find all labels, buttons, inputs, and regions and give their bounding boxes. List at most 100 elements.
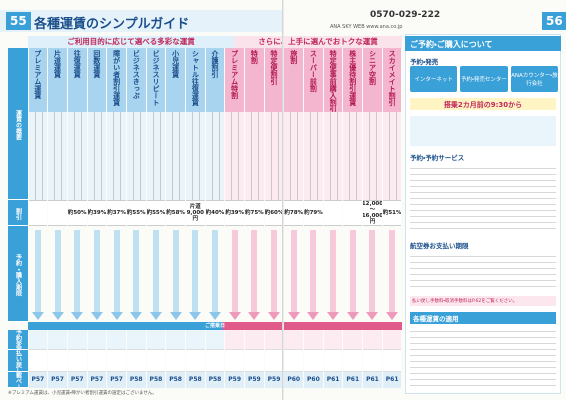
page-ref: P58 xyxy=(146,372,166,388)
highlight: 搭乗2カ月前の9:30から xyxy=(410,98,556,110)
row-label: 払い戻し xyxy=(8,350,28,372)
row-label: 予約変更 xyxy=(8,330,28,350)
discount: 約58% xyxy=(166,200,185,226)
row-label: 予約・購入期限 xyxy=(8,226,28,322)
condition-cell xyxy=(205,330,225,350)
condition-cell xyxy=(245,350,264,372)
page-ref: P58 xyxy=(205,372,225,388)
arrow-shaft xyxy=(34,230,41,314)
condition-cell xyxy=(205,350,225,372)
arrow-head xyxy=(386,312,399,320)
condition-cell xyxy=(343,350,363,372)
discount: 約75% xyxy=(245,200,264,226)
overview-cell xyxy=(166,112,185,200)
overview-cell xyxy=(225,112,244,200)
condition-cell xyxy=(382,330,402,350)
overview-cell xyxy=(28,112,48,200)
fare-name: 介護割引 xyxy=(205,48,225,112)
overview-cell xyxy=(185,112,205,200)
condition-cell xyxy=(67,330,87,350)
overview-cell xyxy=(146,112,166,200)
condition-cell xyxy=(185,350,205,372)
page-fold xyxy=(282,0,284,400)
page-ref: P60 xyxy=(304,372,323,388)
fare-name: スカイメイト割引 xyxy=(382,48,402,112)
fare-name: ビジネスリピート xyxy=(146,48,166,112)
section-heading: 各種運賃の適用 xyxy=(410,312,556,324)
overview-cell xyxy=(48,112,67,200)
page-number: 55 xyxy=(6,12,31,30)
arrow-shaft xyxy=(212,230,218,314)
arrow-head xyxy=(90,312,103,320)
condition-cell xyxy=(284,350,304,372)
condition-cell xyxy=(284,330,304,350)
condition-cell xyxy=(126,350,146,372)
discount: 約51% xyxy=(382,200,402,226)
discount: 片道9,000円 xyxy=(185,200,205,226)
arrow-head xyxy=(169,312,182,320)
condition-cell xyxy=(185,330,205,350)
boarding-bar: ご搭乗日 xyxy=(28,322,402,330)
arrow-shaft xyxy=(251,230,258,314)
contact-phone: 0570-029-222 xyxy=(370,10,441,20)
text-block xyxy=(410,251,556,291)
arrow-head xyxy=(307,312,320,320)
fare-name: シニア空割 xyxy=(363,48,382,112)
page-ref: P61 xyxy=(382,372,402,388)
fare-name: 特割 xyxy=(245,48,264,112)
condition-cell xyxy=(166,330,185,350)
fare-name: 特定便事前購入割引 xyxy=(323,48,343,112)
page-title: 各種運賃のシンプルガイド xyxy=(34,17,190,32)
overview-cell xyxy=(67,112,87,200)
section-heading: 予約・発売 xyxy=(410,58,439,66)
arrow-shaft xyxy=(310,230,317,314)
discount: 約78% xyxy=(284,200,304,226)
condition-cell xyxy=(245,330,264,350)
banner-1: ご利用目的に応じて選べる多彩な運賃 xyxy=(28,36,234,48)
overview-cell xyxy=(87,112,107,200)
overview-cell xyxy=(284,112,304,200)
discount: 約39% xyxy=(225,200,244,226)
arrow-shaft xyxy=(172,230,179,314)
overview-cell xyxy=(205,112,225,200)
condition-cell xyxy=(363,350,382,372)
condition-cell xyxy=(126,330,146,350)
condition-cell xyxy=(363,330,382,350)
discount: 約79% xyxy=(304,200,323,226)
condition-cell xyxy=(166,350,185,372)
arrow-head xyxy=(31,312,44,320)
condition-cell xyxy=(225,350,244,372)
info-box xyxy=(410,116,556,146)
fare-name: プレミアム運賃 xyxy=(28,48,48,112)
discount: 約40% xyxy=(205,200,225,226)
condition-cell xyxy=(48,350,67,372)
arrow-head xyxy=(110,312,123,320)
condition-cell xyxy=(146,350,166,372)
overview-cell xyxy=(264,112,284,200)
discount xyxy=(48,200,67,226)
fare-name: 片道運賃 xyxy=(48,48,67,112)
discount xyxy=(343,200,363,226)
fare-name: 往復運賃 xyxy=(67,48,87,112)
condition-cell xyxy=(107,350,126,372)
condition-cell xyxy=(323,350,343,372)
arrow-shaft xyxy=(349,230,356,314)
page-ref: P57 xyxy=(28,372,48,388)
overview-cell xyxy=(363,112,382,200)
page-ref: P59 xyxy=(245,372,264,388)
overview-cell xyxy=(245,112,264,200)
arrow-head xyxy=(71,312,84,320)
page-ref: P58 xyxy=(126,372,146,388)
banner-2: さらに、上手に選んでおトクな運賃 xyxy=(234,36,402,48)
condition-cell xyxy=(343,330,363,350)
fare-name: プレミアム特割 xyxy=(225,48,244,112)
arrow-shaft xyxy=(152,230,159,314)
arrow-head xyxy=(209,312,221,320)
fare-name: シャトル往復運賃 xyxy=(185,48,205,112)
arrow-head xyxy=(228,312,241,320)
condition-cell xyxy=(146,330,166,350)
arrow-shaft xyxy=(231,230,238,314)
condition-cell xyxy=(382,350,402,372)
discount: 約55% xyxy=(146,200,166,226)
